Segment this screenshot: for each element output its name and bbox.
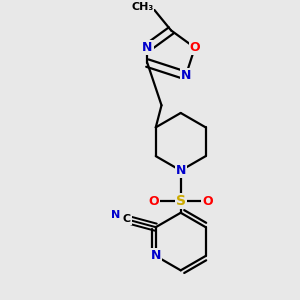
Text: N: N (181, 69, 191, 82)
Text: N: N (151, 250, 161, 262)
Text: C: C (123, 214, 131, 224)
Text: O: O (148, 195, 159, 208)
Text: N: N (111, 210, 120, 220)
Text: S: S (176, 194, 186, 208)
Text: N: N (142, 41, 153, 54)
Text: N: N (176, 164, 186, 177)
Text: O: O (190, 41, 200, 54)
Text: O: O (202, 195, 213, 208)
Text: CH₃: CH₃ (131, 2, 153, 12)
